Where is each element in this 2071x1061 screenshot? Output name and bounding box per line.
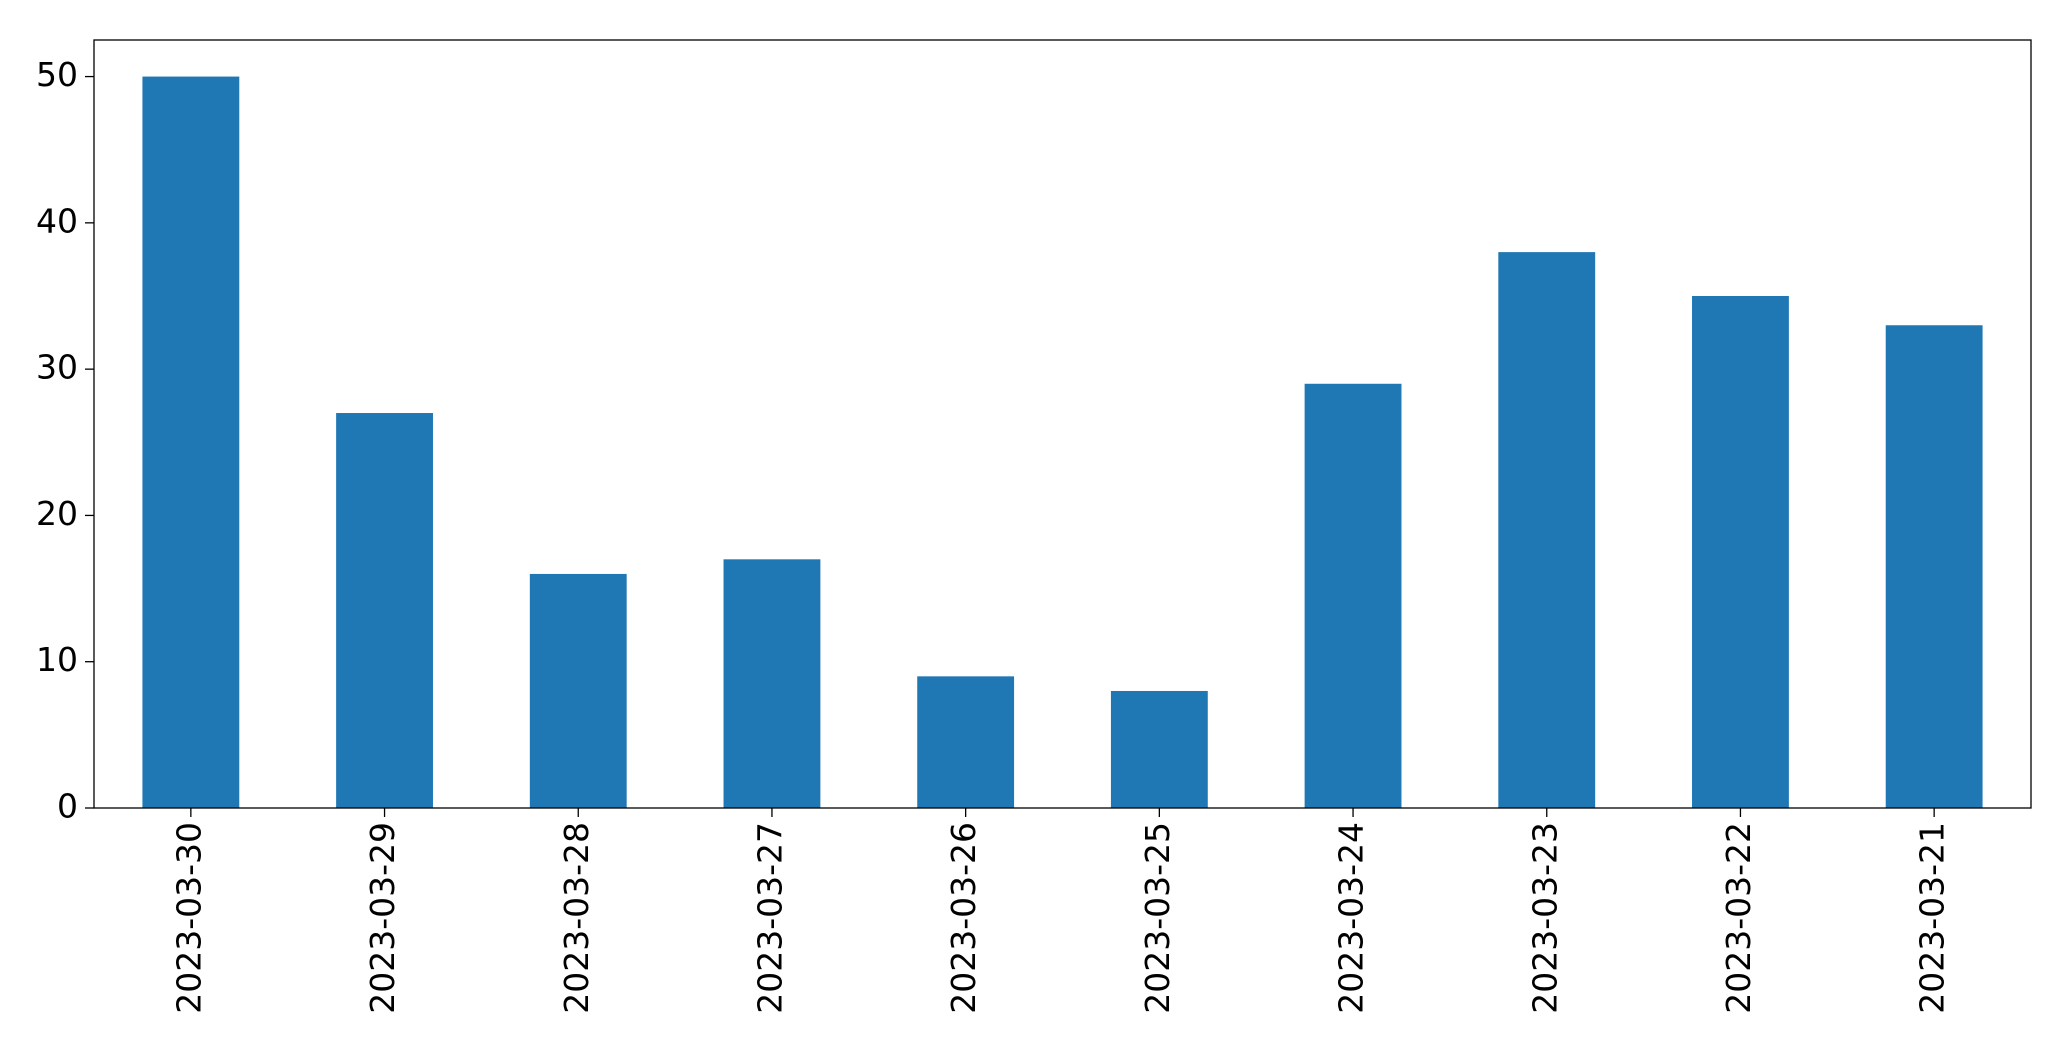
- x-tick-label: 2023-03-23: [1525, 822, 1564, 1014]
- x-tick-label: 2023-03-29: [363, 822, 402, 1014]
- x-tick-label: 2023-03-22: [1719, 822, 1758, 1014]
- bar: [1692, 296, 1789, 808]
- y-tick-label: 0: [57, 787, 78, 826]
- bar: [529, 573, 627, 808]
- bar: [336, 413, 433, 808]
- x-tick-label: 2023-03-30: [169, 822, 208, 1014]
- x-tick-label: 2023-03-26: [944, 822, 983, 1014]
- x-tick-label: 2023-03-28: [557, 822, 596, 1014]
- bar: [1304, 383, 1402, 808]
- bar: [917, 676, 1015, 808]
- bar: [1110, 690, 1208, 808]
- x-tick-label: 2023-03-21: [1913, 822, 1952, 1014]
- bar: [1498, 252, 1596, 809]
- bar: [1885, 325, 1983, 808]
- x-tick-label: 2023-03-27: [750, 822, 789, 1014]
- bar: [723, 559, 821, 808]
- y-tick-label: 10: [36, 640, 78, 679]
- y-tick-label: 30: [36, 348, 78, 387]
- y-tick-label: 50: [36, 55, 78, 94]
- x-tick-label: 2023-03-24: [1332, 822, 1371, 1014]
- y-tick-label: 40: [36, 201, 78, 240]
- x-tick-label: 2023-03-25: [1138, 822, 1177, 1014]
- plot-frame: [93, 39, 2032, 809]
- bar: [142, 76, 240, 809]
- y-tick-label: 20: [36, 494, 78, 533]
